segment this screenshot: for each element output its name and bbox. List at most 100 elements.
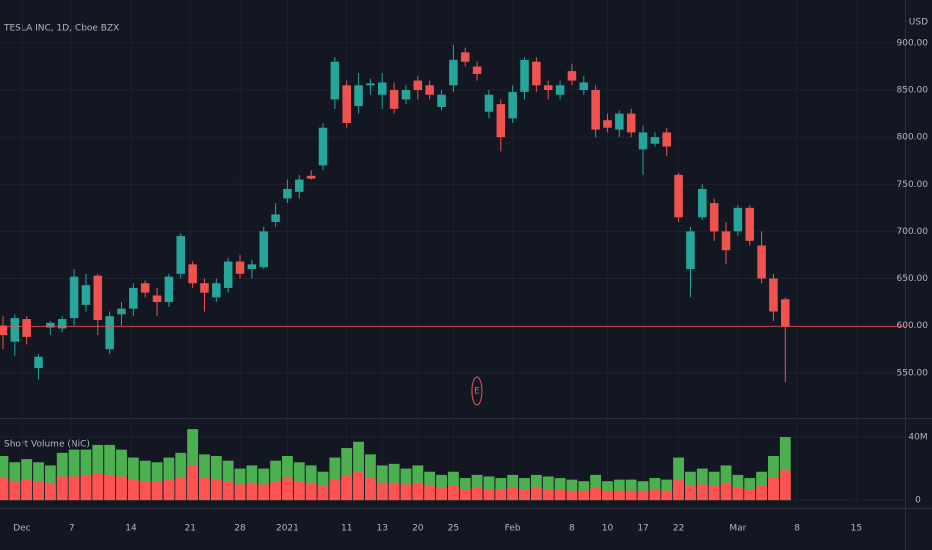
volume-bar (139, 481, 151, 501)
volume-bar (222, 481, 234, 501)
candle-body (757, 245, 766, 279)
x-tick-label: 2021 (276, 524, 299, 534)
candle-body (496, 104, 506, 138)
volume-tick-label: 0 (915, 496, 921, 506)
volume-bar (270, 460, 282, 501)
candle-body (532, 61, 541, 86)
volume-bar (210, 479, 222, 501)
candle-body (721, 231, 731, 251)
volume-bar (151, 462, 163, 501)
volume-bar (732, 487, 744, 501)
candle-body (46, 322, 55, 328)
candle-body (200, 283, 209, 293)
x-tick-label: Mar (729, 524, 746, 534)
volume-bar (175, 478, 187, 501)
volume-bar (116, 449, 127, 501)
volume-bar (447, 485, 459, 501)
candle-body (555, 85, 565, 95)
volume-bar (459, 489, 471, 501)
candle-body (117, 308, 126, 315)
volume-bar (400, 484, 412, 501)
volume-bar (613, 490, 625, 501)
candle-body (306, 175, 316, 179)
candle-body (650, 137, 660, 144)
volume-bar (234, 484, 246, 501)
volume-bar (756, 485, 768, 501)
candle-body (223, 261, 233, 288)
volume-bar (341, 474, 353, 501)
candle-body (378, 82, 387, 95)
candle-body (709, 203, 719, 232)
volume-bar (246, 482, 258, 501)
volume-bar (661, 490, 673, 501)
x-tick-label: 11 (341, 524, 352, 534)
volume-bar (44, 482, 56, 501)
volume-bar (637, 490, 649, 501)
candle-body (401, 90, 411, 100)
volume-bar (412, 482, 424, 501)
candle-body (0, 325, 8, 336)
volume-bar (530, 487, 542, 501)
volume-bar (329, 457, 341, 501)
volume-bar (293, 481, 305, 501)
candle-body (295, 179, 304, 192)
y-tick-label: 900.00 (897, 38, 929, 48)
volume-bar (21, 479, 33, 501)
candle-body (662, 132, 672, 147)
volume-bar (483, 489, 495, 501)
volume-bar (329, 479, 341, 501)
volume-bar (685, 485, 696, 501)
volume-bar (590, 487, 602, 501)
earnings-marker (471, 376, 483, 406)
candle-body (81, 285, 91, 305)
volume-bar (542, 489, 554, 501)
volume-bar (779, 470, 791, 501)
candle-body (22, 319, 31, 337)
volume-bar (341, 448, 353, 501)
candle-body (579, 82, 589, 91)
volume-bar (0, 478, 9, 501)
volume-bar (495, 489, 507, 501)
candle-body (520, 59, 529, 92)
candle-body (318, 127, 328, 166)
candle-body (69, 276, 79, 319)
y-tick-label: 800.00 (897, 133, 929, 143)
candle-body (283, 188, 292, 199)
candle-body (781, 299, 790, 327)
x-tick-label: 28 (234, 524, 246, 534)
candle-body (235, 261, 245, 274)
candle-body (626, 113, 636, 133)
candle-body (140, 283, 150, 293)
volume-bar (163, 479, 175, 501)
volume-bar (519, 489, 530, 501)
candle-body (366, 83, 375, 86)
volume-bar (9, 462, 21, 501)
volume-bar (744, 489, 756, 501)
x-tick-label: 22 (673, 524, 684, 534)
y-tick-label: 850.00 (897, 86, 929, 96)
volume-bar (222, 460, 234, 501)
volume-bar (566, 479, 578, 501)
volume-bar (625, 490, 637, 501)
candle-body (247, 264, 257, 270)
candle-body (105, 316, 114, 350)
volume-bar (92, 444, 104, 501)
volume-bar (270, 481, 282, 501)
volume-title: Short Volume (NiC) (4, 440, 90, 450)
chart-title: TESLA INC, 1D, Cboe BZX (3, 24, 119, 34)
x-tick-label: 15 (851, 524, 862, 534)
candle-body (674, 174, 683, 218)
candle-body (484, 94, 494, 112)
volume-bar (92, 473, 104, 501)
y-tick-label: 550.00 (897, 368, 929, 378)
volume-bar (708, 485, 720, 501)
volume-bar (661, 479, 673, 501)
candle-body (543, 85, 553, 91)
candle-body (769, 278, 778, 312)
volume-bar (104, 444, 116, 501)
volume-bar (353, 471, 364, 501)
volume-bar (175, 452, 187, 501)
volume-bar (9, 481, 21, 501)
y-tick-label: 700.00 (897, 227, 929, 237)
